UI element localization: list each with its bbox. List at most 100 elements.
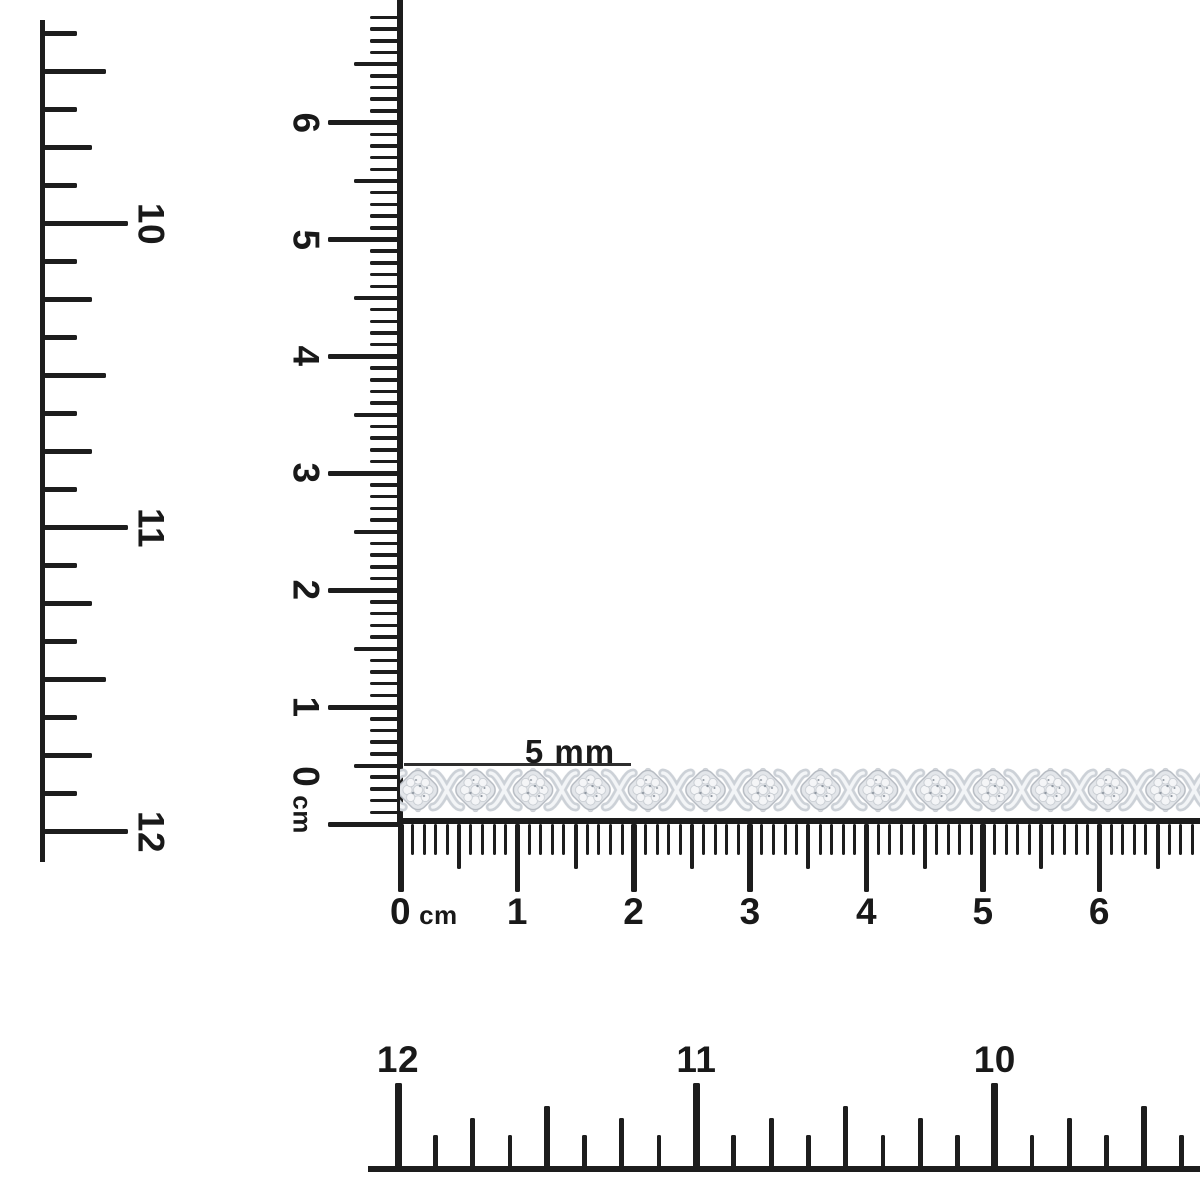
tick-mm	[370, 261, 401, 265]
tick-mm	[667, 824, 671, 855]
tick-eighth-inch	[917, 1118, 923, 1168]
tick-mm	[946, 824, 950, 855]
tick-eighth-inch	[731, 1135, 736, 1168]
tick-mm	[573, 824, 578, 869]
tick-mm	[1004, 824, 1008, 855]
measurement-label: 5 mm	[524, 733, 616, 770]
tick-mm	[398, 824, 404, 892]
tick-mm	[370, 717, 401, 721]
cm-label-3: 3	[739, 891, 761, 932]
tick-eighth-inch	[991, 1083, 999, 1168]
tick-mm	[328, 704, 401, 710]
tick-mm	[354, 295, 401, 300]
tick-eighth-inch	[880, 1135, 886, 1168]
tick-mm	[370, 272, 401, 277]
tick-mm	[1086, 824, 1090, 855]
tick-mm	[993, 824, 997, 855]
tick-eighth-inch	[1104, 1135, 1109, 1168]
cm-label-3: 3	[285, 462, 327, 484]
tick-eighth-inch	[44, 752, 92, 758]
tick-eighth-inch	[44, 486, 77, 492]
tick-eighth-inch	[44, 714, 77, 720]
tick-mm	[514, 824, 521, 892]
tick-mm	[853, 824, 857, 855]
tick-mm	[370, 132, 401, 137]
tick-mm	[370, 553, 401, 557]
tick-mm	[354, 412, 401, 417]
tick-mm	[725, 824, 729, 855]
tick-eighth-inch	[44, 372, 106, 378]
tick-mm	[370, 518, 401, 522]
tick-mm	[370, 27, 401, 31]
tick-mm	[354, 646, 401, 651]
cm-label-1: 1	[506, 891, 528, 932]
tick-eighth-inch	[394, 1083, 402, 1168]
tick-mm	[370, 798, 401, 803]
tick-mm	[863, 824, 870, 892]
cm-label-4: 4	[285, 345, 327, 367]
tick-mm	[370, 541, 401, 546]
tick-mm	[370, 214, 401, 218]
tick-mm	[370, 670, 401, 674]
tick-mm	[370, 787, 401, 791]
tick-mm	[1109, 824, 1113, 855]
tick-mm	[1132, 824, 1136, 855]
tick-mm	[830, 824, 834, 855]
tick-mm	[370, 50, 401, 55]
tick-mm	[370, 190, 401, 195]
tick-mm	[370, 752, 401, 756]
inch-label-12: 12	[130, 810, 172, 854]
tick-mm	[539, 824, 543, 855]
tick-mm	[922, 824, 927, 869]
tick-mm	[550, 824, 554, 855]
tick-mm	[370, 436, 401, 440]
tick-mm	[370, 623, 401, 628]
tick-mm	[370, 389, 401, 394]
tick-mm	[370, 342, 401, 347]
tick-eighth-inch	[692, 1083, 700, 1168]
tick-mm	[328, 587, 401, 593]
inch-label-11: 11	[676, 1039, 717, 1080]
horizontal-cm-unit: cm	[419, 900, 458, 930]
tick-eighth-inch	[44, 638, 77, 644]
tick-mm	[354, 529, 401, 534]
tick-mm	[328, 470, 401, 476]
tick-eighth-inch	[44, 524, 128, 530]
tick-eighth-inch	[470, 1118, 476, 1168]
tick-eighth-inch	[656, 1135, 662, 1168]
tick-mm	[876, 824, 880, 855]
measurement-line	[404, 763, 631, 766]
tick-mm	[370, 459, 401, 464]
tick-mm	[370, 74, 401, 78]
tick-mm	[446, 824, 450, 855]
tick-mm	[969, 824, 973, 855]
vertical-cm-zero-label: 0 cm	[286, 766, 327, 834]
tick-mm	[1074, 824, 1078, 855]
tick-mm	[354, 62, 401, 67]
tick-mm	[958, 824, 962, 855]
tick-eighth-inch	[44, 790, 77, 796]
tick-mm	[492, 824, 496, 855]
tick-mm	[370, 366, 401, 370]
ruler-edge-line	[368, 1166, 1200, 1172]
tick-mm	[1179, 824, 1183, 855]
tick-mm	[760, 824, 764, 855]
cm-label-5: 5	[972, 891, 994, 932]
tick-mm	[1016, 824, 1020, 855]
tick-mm	[806, 824, 811, 869]
tick-mm	[527, 824, 531, 855]
tick-mm	[370, 681, 401, 686]
tick-eighth-inch	[44, 68, 106, 74]
tick-mm	[1144, 824, 1148, 855]
tick-mm	[370, 109, 401, 113]
tick-mm	[328, 120, 401, 126]
tick-mm	[643, 824, 647, 855]
tick-eighth-inch	[44, 106, 77, 112]
tick-mm	[370, 319, 401, 324]
tick-eighth-inch	[1029, 1135, 1035, 1168]
tick-mm	[1191, 824, 1195, 855]
horizontal-cm-zero-label: 0 cm	[390, 893, 458, 930]
cm-label-5: 5	[285, 228, 327, 251]
tick-mm	[1096, 824, 1103, 892]
